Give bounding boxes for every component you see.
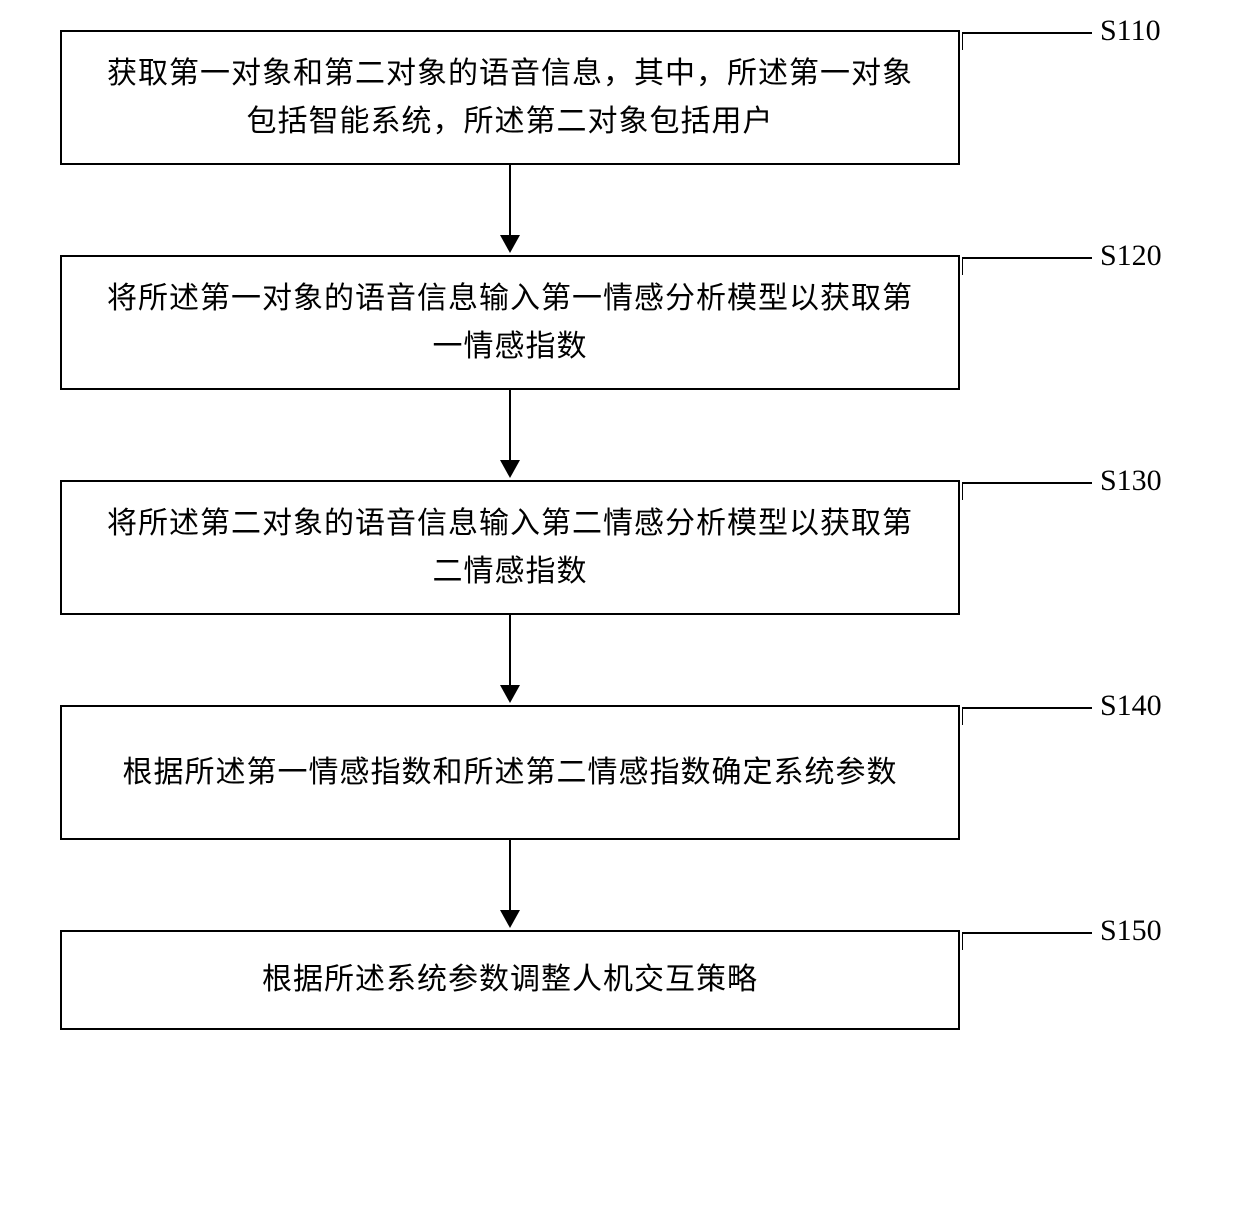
- label-connector: [962, 932, 1122, 952]
- arrow-head: [500, 910, 520, 928]
- step-text: 获取第一对象和第二对象的语音信息，其中，所述第一对象包括智能系统，所述第二对象包…: [102, 50, 918, 146]
- step-label-s120: S120: [1100, 239, 1162, 273]
- step-label-s110: S110: [1100, 14, 1161, 48]
- arrow-line: [509, 165, 511, 240]
- step-label-s130: S130: [1100, 464, 1162, 498]
- flow-step-s130: 将所述第二对象的语音信息输入第二情感分析模型以获取第二情感指数: [60, 480, 960, 615]
- flow-arrow: [60, 390, 960, 480]
- flow-step-s150: 根据所述系统参数调整人机交互策略: [60, 930, 960, 1030]
- label-connector: [962, 482, 1122, 502]
- arrow-line: [509, 390, 511, 465]
- flowchart-container: 获取第一对象和第二对象的语音信息，其中，所述第一对象包括智能系统，所述第二对象包…: [60, 30, 1180, 1030]
- arrow-head: [500, 460, 520, 478]
- flow-arrow: [60, 615, 960, 705]
- flow-step-s110: 获取第一对象和第二对象的语音信息，其中，所述第一对象包括智能系统，所述第二对象包…: [60, 30, 960, 165]
- arrow-head: [500, 685, 520, 703]
- step-label-s140: S140: [1100, 689, 1162, 723]
- arrow-line: [509, 840, 511, 915]
- step-label-s150: S150: [1100, 914, 1162, 948]
- step-text: 根据所述系统参数调整人机交互策略: [262, 956, 758, 1004]
- flow-step-s140: 根据所述第一情感指数和所述第二情感指数确定系统参数: [60, 705, 960, 840]
- label-connector: [962, 32, 1122, 52]
- flow-step-s120: 将所述第一对象的语音信息输入第一情感分析模型以获取第一情感指数: [60, 255, 960, 390]
- step-text: 将所述第一对象的语音信息输入第一情感分析模型以获取第一情感指数: [102, 275, 918, 371]
- label-connector: [962, 707, 1122, 727]
- flow-arrow: [60, 165, 960, 255]
- step-text: 根据所述第一情感指数和所述第二情感指数确定系统参数: [123, 749, 898, 797]
- arrow-head: [500, 235, 520, 253]
- step-text: 将所述第二对象的语音信息输入第二情感分析模型以获取第二情感指数: [102, 500, 918, 596]
- flow-arrow: [60, 840, 960, 930]
- arrow-line: [509, 615, 511, 690]
- label-connector: [962, 257, 1122, 277]
